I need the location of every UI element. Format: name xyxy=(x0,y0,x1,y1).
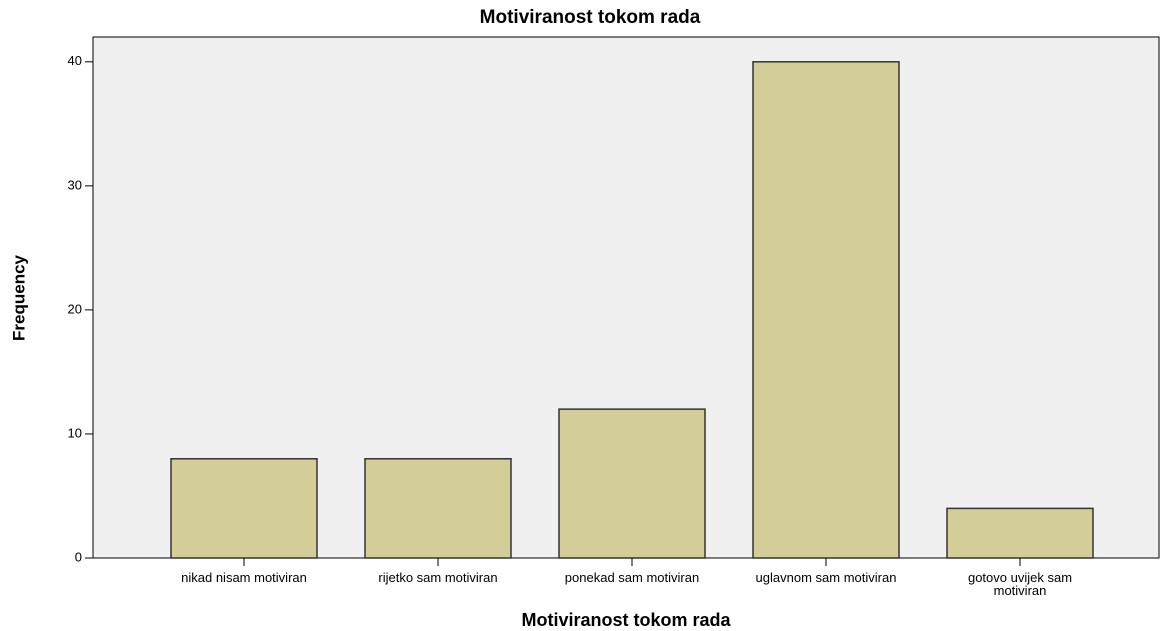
bar xyxy=(170,458,318,559)
x-tick-label: rijetko sam motiviran xyxy=(378,570,498,585)
y-tick-label: 20 xyxy=(68,301,82,316)
bar xyxy=(364,458,512,559)
y-axis-title: Frequency xyxy=(9,254,28,341)
bar xyxy=(558,408,706,559)
x-tick-label: nikad nisam motiviran xyxy=(181,570,307,585)
x-tick-label: ponekad sam motiviran xyxy=(564,570,700,585)
x-tick-label: gotovo uvijek sam motiviran xyxy=(967,570,1073,598)
bar xyxy=(752,61,900,559)
x-tick-label: uglavnom sam motiviran xyxy=(755,570,897,585)
y-tick-label: 10 xyxy=(68,425,82,440)
x-axis-title: Motiviranost tokom rada xyxy=(521,610,731,630)
y-tick-label: 30 xyxy=(68,177,82,192)
bar xyxy=(946,507,1094,559)
y-tick-label: 40 xyxy=(68,53,82,68)
chart-title: Motiviranost tokom rada xyxy=(480,7,701,28)
y-tick-label: 0 xyxy=(75,549,82,564)
